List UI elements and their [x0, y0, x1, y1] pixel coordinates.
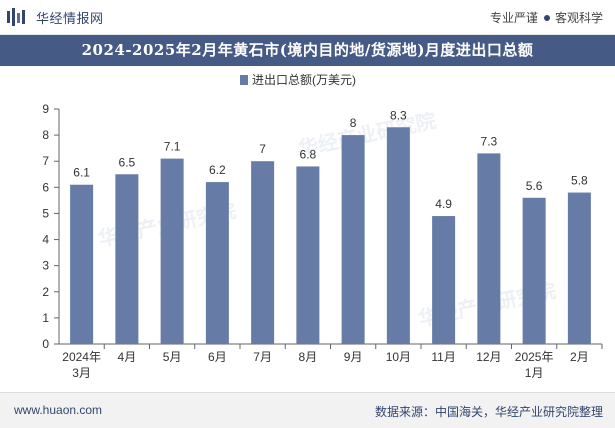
bar	[567, 192, 591, 344]
x-tick-label: 2月	[570, 350, 589, 364]
data-source: 数据来源：中国海关，华经产业研究院整理	[374, 405, 603, 419]
value-label: 4.9	[435, 197, 452, 211]
footer: www.huaon.com 数据来源：中国海关，华经产业研究院整理	[0, 392, 615, 428]
bar	[115, 174, 139, 344]
y-tick-label: 9	[42, 102, 49, 116]
bar-chart: 华经产业研究院华经产业研究院华经产业研究院进出口总额(万美元)012345678…	[42, 73, 603, 380]
x-tick-label: 7月	[253, 350, 272, 364]
x-tick-label: 11月	[431, 350, 455, 364]
y-tick-label: 4	[42, 233, 49, 247]
top-bar: 华经情报网 专业严谨 客观科学	[0, 0, 615, 35]
brand-logo[interactable]: 华经情报网	[6, 8, 104, 26]
y-tick-label: 7	[42, 154, 49, 168]
x-tick-label: 12月	[476, 350, 501, 364]
x-tick-label: 2025年	[515, 350, 554, 364]
y-tick-label: 6	[42, 180, 49, 194]
value-label: 6.8	[300, 147, 317, 161]
x-tick-label: 5月	[163, 350, 182, 364]
value-label: 7.1	[164, 140, 181, 154]
motto-left: 专业严谨	[489, 11, 538, 25]
bar	[386, 127, 410, 345]
x-tick-label: 6月	[208, 350, 227, 364]
motto: 专业严谨 客观科学	[490, 9, 603, 26]
value-label: 6.2	[209, 163, 226, 177]
value-label: 6.1	[73, 166, 90, 180]
value-label: 5.6	[526, 179, 543, 193]
bar	[341, 135, 365, 344]
y-tick-label: 2	[42, 285, 49, 299]
x-tick-label: 9月	[344, 350, 363, 364]
x-tick-label: 1月	[525, 366, 544, 380]
bar	[477, 153, 501, 344]
bar	[522, 197, 546, 344]
x-tick-label: 3月	[72, 366, 91, 380]
chart-title: 2024-2025年2月年黄石市(境内目的地/货源地)月度进出口总额	[0, 35, 615, 66]
brand-logo-icon	[6, 8, 30, 26]
y-tick-label: 5	[42, 206, 49, 220]
value-label: 5.8	[571, 174, 588, 188]
bar	[296, 166, 320, 344]
bar	[432, 216, 456, 344]
value-label: 8	[350, 116, 357, 130]
bar	[251, 161, 275, 344]
x-tick-label: 10月	[386, 350, 411, 364]
y-tick-label: 3	[42, 259, 49, 273]
value-label: 8.3	[390, 108, 407, 122]
brand-name: 华经情报网	[36, 10, 104, 26]
bar	[205, 182, 229, 344]
y-tick-label: 1	[42, 311, 49, 325]
watermark-1: 华经产业研究院	[296, 108, 438, 161]
y-tick-label: 0	[42, 337, 49, 351]
value-label: 7.3	[481, 134, 498, 148]
x-tick-label: 2024年	[62, 350, 101, 364]
bar	[160, 158, 184, 344]
motto-right: 客观科学	[554, 11, 603, 25]
value-label: 7	[259, 142, 266, 156]
bullet-icon	[543, 14, 550, 21]
y-tick-label: 8	[42, 128, 49, 142]
value-label: 6.5	[119, 155, 136, 169]
x-tick-label: 4月	[118, 350, 137, 364]
bar	[70, 184, 94, 344]
legend-swatch	[240, 75, 248, 85]
legend-label: 进出口总额(万美元)	[252, 73, 356, 87]
site-link[interactable]: www.huaon.com	[14, 403, 103, 417]
x-tick-label: 8月	[299, 350, 318, 364]
